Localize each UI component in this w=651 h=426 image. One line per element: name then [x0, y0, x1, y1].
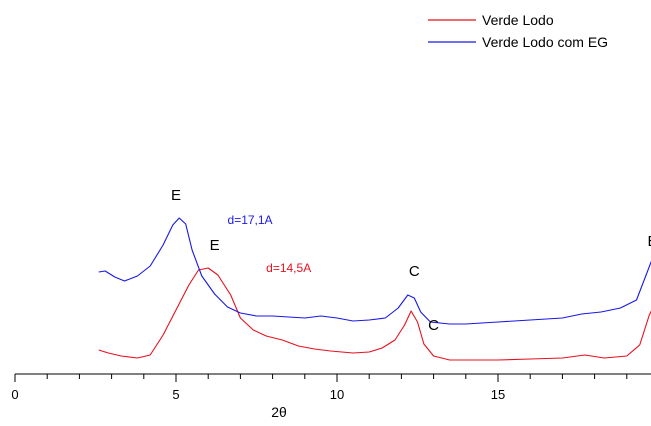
legend-label-1: Verde Lodo com EG — [482, 34, 608, 50]
series-line-0 — [98, 267, 651, 361]
x-tick-label: 5 — [172, 387, 179, 402]
x-tick-label: 15 — [491, 387, 505, 402]
x-axis: 051015202530 — [11, 373, 651, 402]
d-spacing-label: d=14,5A — [266, 261, 311, 275]
x-axis-label: 2θ — [271, 404, 287, 420]
peak-label: E — [648, 233, 651, 250]
x-tick-label: 0 — [11, 387, 18, 402]
legend: Verde Lodo Verde Lodo com EG — [428, 12, 608, 50]
peak-label: C — [428, 317, 439, 334]
legend-label-0: Verde Lodo — [482, 12, 554, 28]
plot-area — [98, 217, 651, 361]
peak-label: E — [210, 237, 220, 254]
peak-label: E — [171, 187, 181, 204]
series-line-1 — [98, 217, 651, 325]
peak-label: C — [409, 263, 420, 280]
d-spacing-label: d=17,1A — [228, 213, 273, 227]
x-tick-label: 10 — [330, 387, 344, 402]
